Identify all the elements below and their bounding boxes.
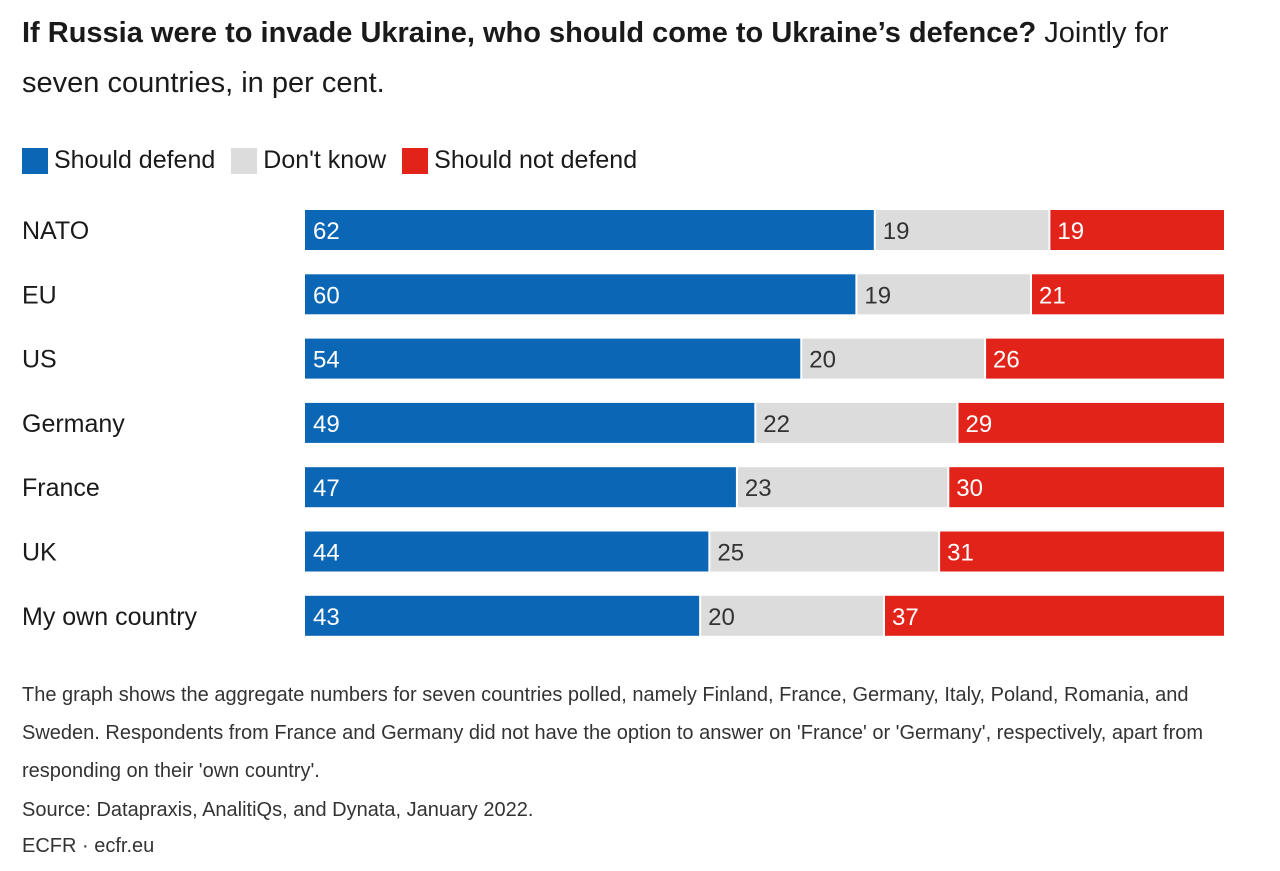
source-text: Source: Datapraxis, AnalitiQs, and Dynat… — [22, 799, 534, 821]
category-label: UK — [22, 539, 57, 567]
data-label: 19 — [864, 282, 891, 309]
data-label: 62 — [313, 218, 340, 245]
data-label: 60 — [313, 282, 340, 309]
bar-don-t-know — [802, 338, 985, 379]
bar-should-defend — [305, 531, 709, 572]
category-label: EU — [22, 281, 57, 309]
bar-don-t-know — [710, 531, 939, 572]
bar-should-defend — [305, 402, 755, 443]
data-label: 22 — [763, 411, 790, 438]
credit: ECFR · ecfr.eu — [22, 835, 155, 857]
data-label: 21 — [1039, 282, 1066, 309]
bar-should-not-defend — [958, 402, 1224, 443]
bar-should-not-defend — [1032, 274, 1224, 315]
legend-swatch — [402, 147, 429, 174]
category-label: Germany — [22, 410, 125, 438]
data-label: 44 — [313, 540, 340, 567]
category-label: US — [22, 346, 57, 374]
data-label: 47 — [313, 475, 340, 502]
bar-don-t-know — [737, 467, 948, 508]
bar-should-defend — [305, 274, 856, 315]
data-label: 25 — [717, 540, 744, 567]
bar-should-defend — [305, 595, 700, 636]
data-label: 19 — [1057, 218, 1084, 245]
bar-don-t-know — [756, 402, 957, 443]
bar-don-t-know — [701, 595, 883, 636]
subtitle: Jointly for seven countries, in per cent… — [22, 17, 1169, 99]
data-label: 43 — [313, 604, 340, 631]
legend-item-dont-know: Don't know — [231, 146, 386, 175]
data-label: 20 — [708, 604, 735, 631]
data-label: 20 — [809, 347, 836, 374]
chart-title: If Russia were to invade Ukraine, who sh… — [22, 8, 1222, 108]
bar-should-defend — [305, 338, 801, 379]
footnote: The graph shows the aggregate numbers fo… — [22, 684, 1204, 782]
data-label: 30 — [956, 475, 983, 502]
legend-label: Should defend — [54, 146, 216, 174]
legend: Should defend Don't know Should not defe… — [22, 146, 653, 175]
category-label: My own country — [22, 603, 198, 631]
bar-should-not-defend — [884, 595, 1224, 636]
bar-don-t-know — [857, 274, 1031, 315]
bar-should-not-defend — [986, 338, 1224, 379]
data-label: 37 — [892, 604, 919, 631]
bar-don-t-know — [875, 210, 1049, 250]
source: Source: Datapraxis, AnalitiQs, and Dynat… — [22, 792, 533, 864]
category-label: France — [22, 474, 100, 502]
data-label: 23 — [745, 475, 772, 502]
legend-item-defend: Should defend — [22, 146, 215, 175]
title-main: If Russia were to invade Ukraine, who sh… — [22, 17, 1037, 49]
data-label: 26 — [993, 347, 1020, 374]
bar-should-defend — [305, 210, 874, 250]
bar-should-not-defend — [1050, 210, 1224, 250]
bar-should-defend — [305, 467, 736, 508]
bar-should-not-defend — [940, 531, 1224, 572]
legend-label: Don't know — [263, 146, 387, 174]
legend-item-not-defend: Should not defend — [402, 146, 637, 175]
data-label: 54 — [313, 347, 340, 374]
data-label: 29 — [965, 411, 992, 438]
legend-swatch — [22, 147, 48, 174]
category-label: NATO — [22, 217, 89, 245]
bar-should-not-defend — [949, 467, 1224, 508]
legend-swatch — [231, 147, 258, 174]
bar-chart: NATO 62 19 19 EU 60 19 21 US 54 20 26 Germany 49 22 29 F… — [22, 210, 1224, 636]
data-label: 19 — [883, 218, 910, 245]
data-label: 49 — [313, 411, 340, 438]
legend-label: Should not defend — [434, 146, 638, 174]
data-label: 31 — [947, 540, 974, 567]
